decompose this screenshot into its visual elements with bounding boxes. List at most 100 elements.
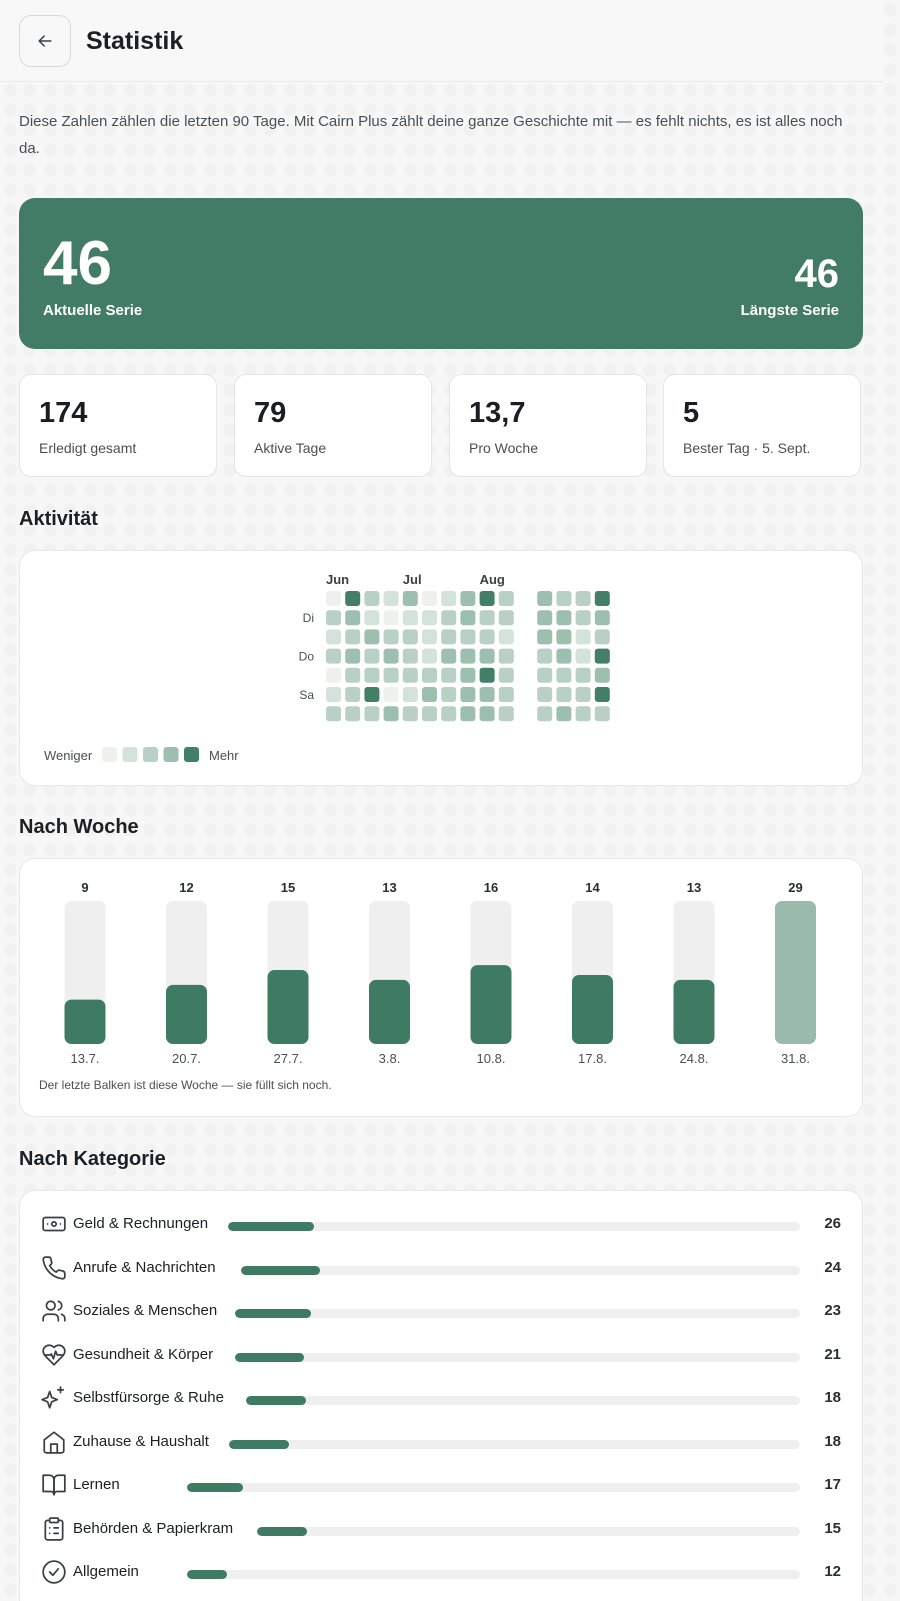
category-label: Behörden & Papierkram	[73, 1519, 234, 1537]
heatmap-cell	[594, 591, 610, 606]
category-progress-fill	[187, 1483, 244, 1492]
heatmap-cell	[594, 629, 610, 645]
heatmap-cell	[498, 648, 514, 664]
bar	[673, 979, 715, 1044]
legend-more-label: Mehr	[209, 748, 239, 763]
heatmap-cell	[594, 667, 610, 683]
heatmap-cell	[402, 629, 418, 645]
heatmap-cell	[441, 667, 457, 683]
heatmap-cell	[383, 667, 399, 683]
heatmap-cell	[460, 706, 476, 722]
heatmap-cell	[441, 629, 457, 645]
heatmap-cell	[441, 706, 457, 722]
category-label: Lernen	[73, 1476, 120, 1493]
bar	[369, 979, 410, 1044]
legend-swatch	[184, 747, 199, 762]
heatmap-cell	[537, 648, 553, 664]
heatmap-cell	[441, 591, 457, 606]
heatmap-cell	[422, 629, 437, 645]
activity-title: Aktivität	[19, 508, 98, 530]
category-progress-track	[187, 1483, 800, 1492]
legend-swatch	[143, 747, 158, 762]
heatmap-cell	[537, 610, 553, 626]
bar	[470, 965, 512, 1044]
bar-category-label: 27.7.	[274, 1051, 303, 1066]
heatmap-cell	[537, 667, 553, 683]
category-count: 23	[824, 1302, 841, 1319]
category-progress-fill	[228, 1222, 314, 1231]
category-row: Anrufe & Nachrichten 24	[41, 1253, 841, 1283]
heatmap-cell	[460, 667, 476, 683]
category-progress-fill	[187, 1570, 227, 1579]
users-icon	[41, 1298, 67, 1324]
activity-panel: Jun Jul Aug Di Do Sa Weniger Mehr	[19, 550, 863, 786]
heatmap-cell	[460, 610, 476, 626]
page-title: Statistik	[86, 27, 184, 55]
category-progress-fill	[257, 1526, 307, 1536]
heatmap-cell	[364, 706, 380, 722]
book-open-icon	[41, 1472, 67, 1498]
heatmap-cell	[364, 629, 380, 645]
bar-value-label: 13	[687, 880, 701, 895]
category-progress-track	[228, 1222, 800, 1231]
category-progress-track	[235, 1352, 800, 1362]
bar-category-label: 31.8.	[781, 1051, 810, 1066]
heatmap-cell	[498, 610, 514, 626]
heatmap-cell	[460, 648, 476, 664]
category-progress-fill	[235, 1309, 312, 1318]
heatmap-day-label: Do	[299, 650, 315, 664]
heatmap-cell	[326, 687, 341, 702]
heatmap-cell	[556, 610, 572, 626]
heatmap-cell	[326, 629, 341, 645]
heatmap-cell	[345, 648, 361, 664]
back-button[interactable]	[19, 15, 71, 67]
heatmap-cell	[422, 706, 437, 722]
activity-heatmap: Jun Jul Aug Di Do Sa Weniger Mehr	[44, 572, 610, 763]
category-count: 18	[824, 1432, 841, 1450]
heatmap-cell	[498, 591, 514, 606]
heatmap-cell	[402, 610, 418, 626]
bar-value-label: 14	[585, 880, 600, 895]
legend-less-label: Weniger	[44, 748, 93, 763]
heatmap-cell	[345, 687, 361, 702]
category-label: Gesundheit & Körper	[73, 1345, 214, 1363]
heatmap-day-label: Sa	[299, 688, 314, 702]
heatmap-cell	[498, 706, 514, 722]
heatmap-cell	[498, 687, 514, 702]
bar	[267, 970, 309, 1044]
heatmap-cell	[575, 687, 591, 702]
heatmap-cell	[345, 667, 361, 683]
heatmap-cell	[556, 667, 572, 683]
category-row: Gesundheit & Körper 21	[41, 1340, 841, 1370]
clipboard-list-icon	[41, 1516, 67, 1542]
heatmap-cell	[575, 629, 591, 645]
category-progress-track	[246, 1396, 800, 1405]
category-progress-track	[187, 1570, 800, 1579]
heatmap-cell	[402, 591, 418, 606]
heatmap-cell	[345, 591, 361, 606]
heatmap-cell	[383, 610, 399, 626]
heatmap-cell	[422, 591, 437, 606]
heatmap-cell	[498, 629, 514, 645]
heatmap-cell	[479, 687, 495, 702]
arrow-left-icon	[38, 35, 52, 47]
heatmap-cell	[537, 687, 553, 702]
category-count: 12	[824, 1563, 841, 1580]
category-progress-fill	[229, 1439, 289, 1449]
bar-category-label: 13.7.	[71, 1051, 100, 1066]
heatmap-cell	[594, 687, 610, 702]
heatmap-cell	[537, 629, 553, 645]
heatmap-cell	[422, 648, 437, 664]
heatmap-cell	[575, 648, 591, 664]
category-progress-track	[235, 1309, 800, 1318]
category-title: Nach Kategorie	[19, 1148, 166, 1170]
category-progress-track	[257, 1526, 800, 1536]
phone-icon	[41, 1255, 67, 1281]
heatmap-cell	[402, 706, 418, 722]
category-label: Zuhause & Haushalt	[73, 1432, 209, 1450]
heatmap-cell	[402, 648, 418, 664]
heatmap-cell	[326, 667, 341, 683]
heatmap-cell	[383, 706, 399, 722]
weekly-title: Nach Woche	[19, 816, 139, 838]
stat-label: Erledigt gesamt	[39, 440, 137, 456]
